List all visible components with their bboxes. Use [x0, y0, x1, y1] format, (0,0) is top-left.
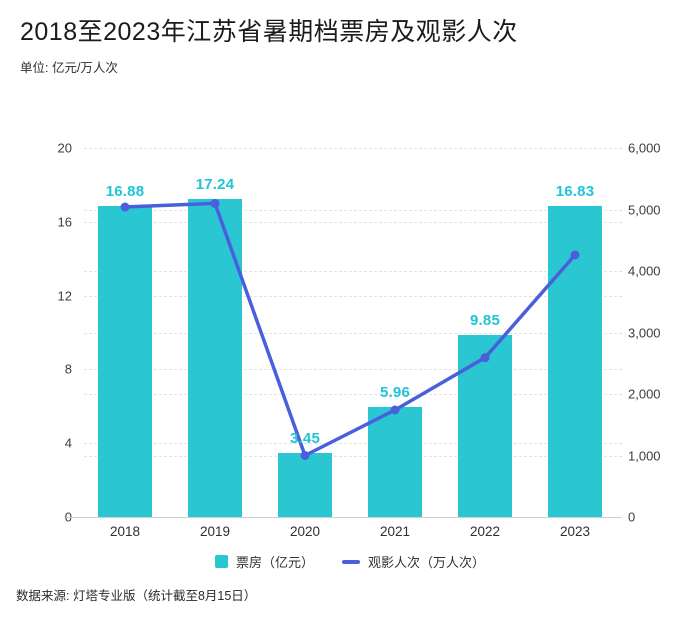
left-tick-label: 20: [57, 140, 72, 156]
left-axis-ticks: 20 16 12 8 4 0: [0, 141, 78, 525]
attendance-line-chart: [120, 198, 580, 460]
line-point-2020: [300, 451, 310, 460]
right-tick-label: 3,000: [628, 325, 661, 340]
bar-value-label: 16.88: [105, 182, 145, 200]
right-tick-label: 1,000: [628, 448, 661, 463]
x-label-2019: 2019: [199, 524, 231, 539]
gridlines: [84, 148, 622, 517]
legend-item-attendance: 观影人次（万人次）: [342, 552, 485, 571]
gridline: [84, 443, 622, 445]
right-tick-label: 0: [628, 509, 636, 525]
right-tick-label: 2,000: [628, 386, 661, 402]
bar-value-label: 3.45: [290, 430, 320, 448]
unit-label: 单位: 亿元/万人次: [20, 61, 118, 75]
legend-label-attendance: 观影人次（万人次）: [368, 555, 486, 570]
line-point-2022: [480, 353, 490, 363]
gridline: [84, 369, 622, 371]
x-axis-labels: 2018 2019 2020 2021 2022 2023: [84, 524, 622, 546]
legend: 票房（亿元） 观影人次（万人次）: [0, 552, 700, 571]
bar-value-label: 17.24: [195, 175, 235, 193]
line-point-2019: [210, 198, 220, 208]
data-source: 数据来源: 灯塔专业版（统计截至8月15日）: [16, 589, 257, 603]
left-tick-label: 4: [64, 435, 72, 451]
bar-2020: [278, 453, 332, 517]
left-tick-label: 12: [57, 288, 72, 304]
gridline: [84, 455, 622, 457]
gridline: [84, 271, 622, 272]
gridline: [84, 295, 622, 297]
attendance-swatch-icon: [342, 559, 360, 564]
gridline: [84, 209, 622, 211]
attendance-line: [123, 201, 577, 458]
x-label-2020: 2020: [289, 524, 321, 539]
gridline: [84, 221, 622, 223]
line-point-2023: [570, 250, 580, 260]
legend-label-boxoffice: 票房（亿元）: [235, 555, 314, 570]
left-tick-label: 16: [57, 214, 72, 230]
x-label-2018: 2018: [109, 524, 141, 539]
boxoffice-swatch-icon: [214, 555, 228, 568]
bar-value-label: 9.85: [470, 312, 500, 330]
plot-area: 16.88 17.24 3.45 5.96 9.85 16.83: [84, 148, 622, 517]
bar-2021: [368, 407, 422, 517]
bar-value-label: 16.83: [555, 183, 595, 201]
legend-item-boxoffice: 票房（亿元）: [214, 552, 314, 571]
line-point-2021: [390, 405, 400, 415]
right-axis-ticks: 6,000 5,000 4,000 3,000 2,000 1,000 0: [628, 141, 700, 525]
line-point-2018: [120, 202, 130, 212]
right-tick-label: 6,000: [628, 140, 661, 156]
left-tick-label: 8: [64, 361, 72, 377]
gridline: [84, 148, 622, 149]
bar-2018: [98, 205, 152, 517]
x-label-2022: 2022: [469, 524, 501, 539]
right-tick-label: 4,000: [628, 263, 661, 279]
bar-value-label: 5.96: [380, 384, 410, 402]
x-label-2023: 2023: [559, 524, 591, 539]
page-title: 2018至2023年江苏省暑期档票房及观影人次: [20, 18, 518, 46]
gridline: [84, 332, 622, 334]
gridline: [84, 394, 622, 395]
bar-2022: [458, 335, 512, 517]
x-axis-line: [66, 517, 622, 518]
x-label-2021: 2021: [379, 524, 411, 539]
right-tick-label: 5,000: [628, 202, 661, 217]
